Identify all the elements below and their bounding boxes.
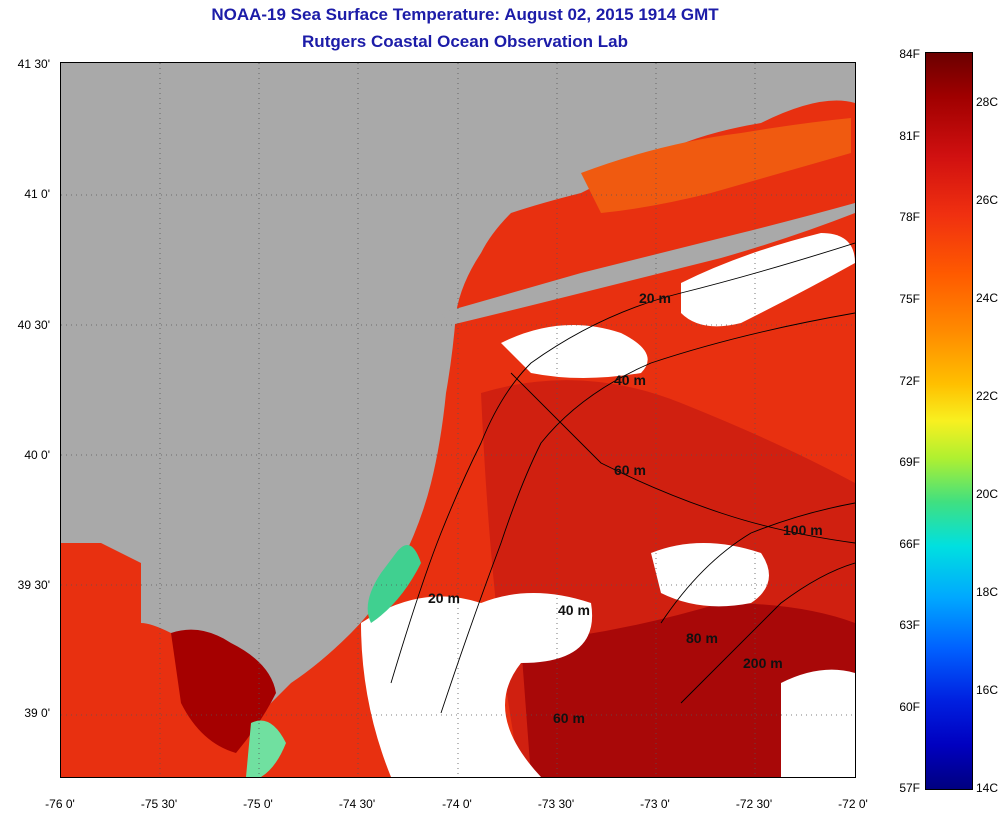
colorbar-f-label: 69F: [899, 455, 920, 469]
colorbar-c-label: 14C: [976, 781, 999, 795]
lon-tick-label: -72 30': [735, 797, 773, 811]
lon-tick-label: -75 0': [243, 797, 273, 811]
graticule: [61, 63, 855, 777]
map-subtitle: Rutgers Coastal Ocean Observation Lab: [302, 32, 628, 51]
contour-label-60m-north: 60 m: [614, 462, 646, 478]
colorbar-c-label: 28C: [976, 95, 999, 109]
lat-tick-label: 39 0': [24, 706, 50, 720]
lat-tick-label: 40 0': [24, 448, 50, 462]
lat-tick-label: 41 0': [24, 187, 50, 201]
sst-map: 20 m 40 m 60 m 100 m 20 m 40 m 80 m 200 …: [60, 62, 856, 778]
land-area: [61, 63, 855, 743]
lon-tick-label: -75 30': [140, 797, 178, 811]
colorbar-c-label: 24C: [976, 291, 999, 305]
colorbar-f-label: 84F: [899, 47, 920, 61]
hot-patch: [521, 603, 855, 777]
contour-label-100m: 100 m: [783, 522, 823, 538]
lat-tick-label: 41 30': [17, 57, 50, 71]
long-island-sound: [581, 118, 851, 213]
colorbar-c-label: 16C: [976, 683, 999, 697]
contour-label-200m: 200 m: [743, 655, 783, 671]
coastal-cool-band: [367, 545, 421, 623]
sst-map-svg: 20 m 40 m 60 m 100 m 20 m 40 m 80 m 200 …: [61, 63, 855, 777]
colorbar-f-label: 63F: [899, 618, 920, 632]
lon-tick-label: -76 0': [45, 797, 75, 811]
coastal-cool-cape: [246, 720, 286, 777]
long-island: [441, 203, 855, 325]
lon-tick-label: -73 30': [537, 797, 575, 811]
colorbar-f-label: 78F: [899, 210, 920, 224]
contour-label-20m-north: 20 m: [639, 290, 671, 306]
temperature-colorbar: [925, 52, 973, 790]
cloud-southeast: [781, 669, 855, 777]
delaware-bay: [171, 629, 276, 753]
lon-tick-label: -72 0': [838, 797, 868, 811]
colorbar-c-label: 20C: [976, 487, 999, 501]
colorbar-c-label: 26C: [976, 193, 999, 207]
lon-tick-label: -74 30': [338, 797, 376, 811]
contour-label-80m: 80 m: [686, 630, 718, 646]
contour-label-60m-south: 60 m: [553, 710, 585, 726]
cloud-east: [651, 543, 769, 607]
contour-label-40m-south: 40 m: [558, 602, 590, 618]
colorbar-f-label: 60F: [899, 700, 920, 714]
colorbar-c-label: 22C: [976, 389, 999, 403]
contour-label-20m-south: 20 m: [428, 590, 460, 606]
cloud-south: [361, 593, 593, 777]
map-title: NOAA-19 Sea Surface Temperature: August …: [211, 5, 719, 24]
lat-tick-label: 39 30': [17, 578, 50, 592]
lat-tick-label: 40 30': [17, 318, 50, 332]
colorbar-f-label: 66F: [899, 537, 920, 551]
lon-tick-label: -74 0': [442, 797, 472, 811]
colorbar-f-label: 57F: [899, 781, 920, 795]
contour-label-40m-north: 40 m: [614, 372, 646, 388]
colorbar-f-label: 72F: [899, 374, 920, 388]
lon-tick-label: -73 0': [640, 797, 670, 811]
cloud-north: [501, 325, 648, 378]
colorbar-f-label: 81F: [899, 129, 920, 143]
colorbar-c-label: 18C: [976, 585, 999, 599]
bathymetry-contours: [390, 242, 855, 714]
colorbar-f-label: 75F: [899, 292, 920, 306]
